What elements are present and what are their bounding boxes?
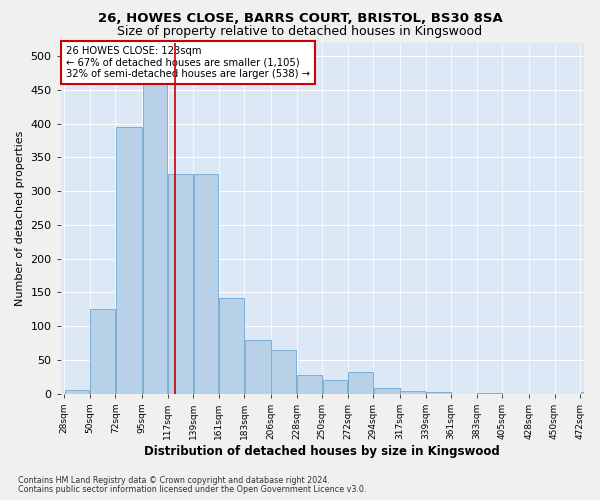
Bar	[90, 309, 115, 394]
Bar	[297, 376, 322, 394]
Bar	[374, 388, 400, 394]
Bar	[65, 390, 89, 394]
Bar	[245, 340, 271, 394]
Bar	[581, 392, 600, 394]
Bar	[219, 298, 244, 394]
Bar	[348, 372, 373, 394]
X-axis label: Distribution of detached houses by size in Kingswood: Distribution of detached houses by size …	[144, 444, 500, 458]
Bar	[477, 393, 502, 394]
Text: 26 HOWES CLOSE: 123sqm
← 67% of detached houses are smaller (1,105)
32% of semi-: 26 HOWES CLOSE: 123sqm ← 67% of detached…	[66, 46, 310, 79]
Bar	[143, 83, 167, 394]
Bar	[426, 392, 451, 394]
Bar	[400, 391, 425, 394]
Bar	[323, 380, 347, 394]
Text: Size of property relative to detached houses in Kingswood: Size of property relative to detached ho…	[118, 25, 482, 38]
Bar	[116, 127, 142, 394]
Bar	[271, 350, 296, 394]
Bar	[168, 174, 193, 394]
Text: Contains public sector information licensed under the Open Government Licence v3: Contains public sector information licen…	[18, 485, 367, 494]
Bar	[194, 174, 218, 394]
Text: Contains HM Land Registry data © Crown copyright and database right 2024.: Contains HM Land Registry data © Crown c…	[18, 476, 330, 485]
Text: 26, HOWES CLOSE, BARRS COURT, BRISTOL, BS30 8SA: 26, HOWES CLOSE, BARRS COURT, BRISTOL, B…	[98, 12, 502, 26]
Y-axis label: Number of detached properties: Number of detached properties	[15, 130, 25, 306]
